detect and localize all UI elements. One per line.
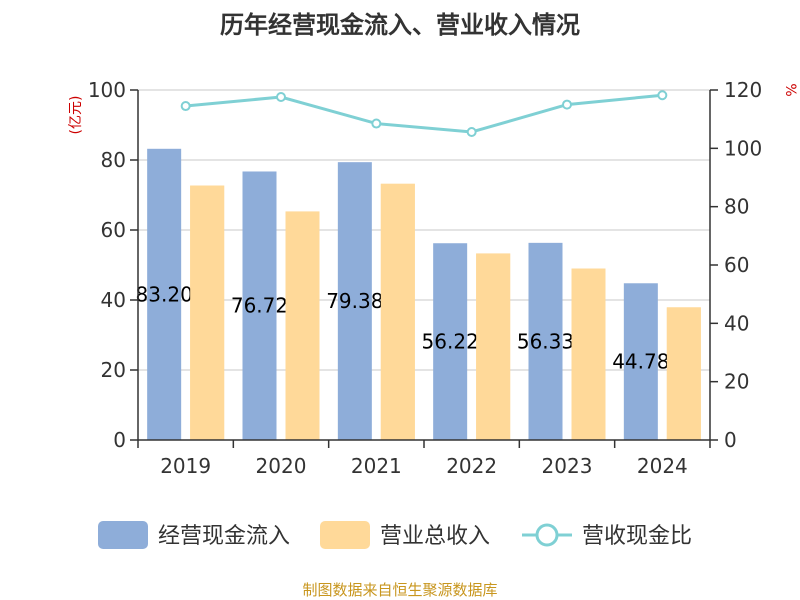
legend-item-cash-inflow[interactable]: 经营现金流入 [98, 521, 290, 549]
bar-revenue [285, 211, 320, 440]
left-axis-tick-label: 0 [113, 428, 126, 452]
bar-value-label: 76.72 [231, 294, 288, 318]
bar-cash-inflow [623, 283, 658, 440]
ratio-point [371, 118, 382, 129]
bar-value-label: 83.20 [136, 282, 193, 306]
ratio-line [185, 93, 663, 134]
legend-swatch-revenue [320, 521, 370, 549]
x-axis-tick-label: 2021 [351, 454, 402, 478]
legend-label-ratio: 营收现金比 [582, 524, 692, 549]
left-axis-tick-label: 20 [101, 358, 126, 382]
legend-label-cash-inflow: 经营现金流入 [158, 524, 290, 549]
legend-marker-ratio [535, 523, 559, 547]
axes: 0 20 40 60 80 100 0 20 40 60 80 100 120 2019 2020 2021 2… [88, 78, 762, 478]
legend-label-revenue: 营业总收入 [380, 524, 490, 549]
ratio-point [180, 101, 191, 112]
right-axis-tick-label: 100 [724, 136, 762, 160]
chart-title: 历年经营现金流入、营业收入情况 [220, 11, 580, 39]
right-axis-tick-label: 0 [724, 428, 737, 452]
right-axis-tick-label: 60 [724, 253, 749, 277]
bar-cash-inflow [528, 242, 563, 440]
bar-revenue [571, 268, 606, 440]
left-axis-tick-label: 40 [101, 288, 126, 312]
ratio-point [562, 99, 572, 110]
left-axis-tick-label: 80 [101, 148, 126, 172]
x-axis-tick-label: 2022 [446, 454, 497, 478]
left-axis-unit: (亿元) [68, 96, 84, 135]
legend-item-ratio[interactable]: 营收现金比 [522, 523, 692, 549]
x-axis-tick-label: 2023 [542, 454, 593, 478]
legend: 经营现金流入 营业总收入 营收现金比 [98, 521, 692, 549]
bar-data-labels: 83.20 76.72 79.38 56.22 56.33 44.78 [136, 183, 701, 441]
bar-value-label: 79.38 [326, 289, 383, 313]
bar-revenue [476, 253, 511, 440]
bar-cash-inflow [433, 243, 468, 440]
bar-cash-inflow [242, 171, 277, 441]
legend-item-revenue[interactable]: 营业总收入 [320, 521, 490, 549]
bar-revenue [666, 307, 701, 440]
x-axis-tick-label: 2024 [637, 454, 688, 478]
bar-revenue [380, 183, 415, 441]
ratio-point [466, 127, 477, 137]
x-axis-tick-label: 2019 [160, 454, 211, 478]
grid-lines [138, 89, 710, 371]
right-axis-tick-label: 40 [724, 311, 749, 335]
right-axis-tick-label: 120 [724, 78, 762, 102]
ratio-point [657, 90, 668, 101]
legend-swatch-cash-inflow [98, 521, 148, 549]
ratio-line-series [180, 90, 668, 137]
ratio-point [276, 92, 286, 102]
left-axis-tick-label: 60 [101, 218, 126, 242]
bar-revenue [190, 185, 225, 440]
data-source-note: 制图数据来自恒生聚源数据库 [302, 581, 497, 599]
bar-value-label: 56.22 [422, 330, 479, 354]
bar-value-label: 56.33 [517, 329, 574, 353]
bar-cash-inflow [147, 148, 182, 441]
x-axis-tick-label: 2020 [256, 454, 307, 478]
right-axis-tick-label: 20 [724, 370, 749, 394]
right-axis-tick-label: 80 [724, 195, 749, 219]
left-axis-tick-label: 100 [88, 78, 126, 102]
bar-cash-inflow [337, 162, 372, 441]
bar-value-label: 44.78 [612, 350, 669, 374]
right-axis-unit: % [782, 83, 798, 96]
